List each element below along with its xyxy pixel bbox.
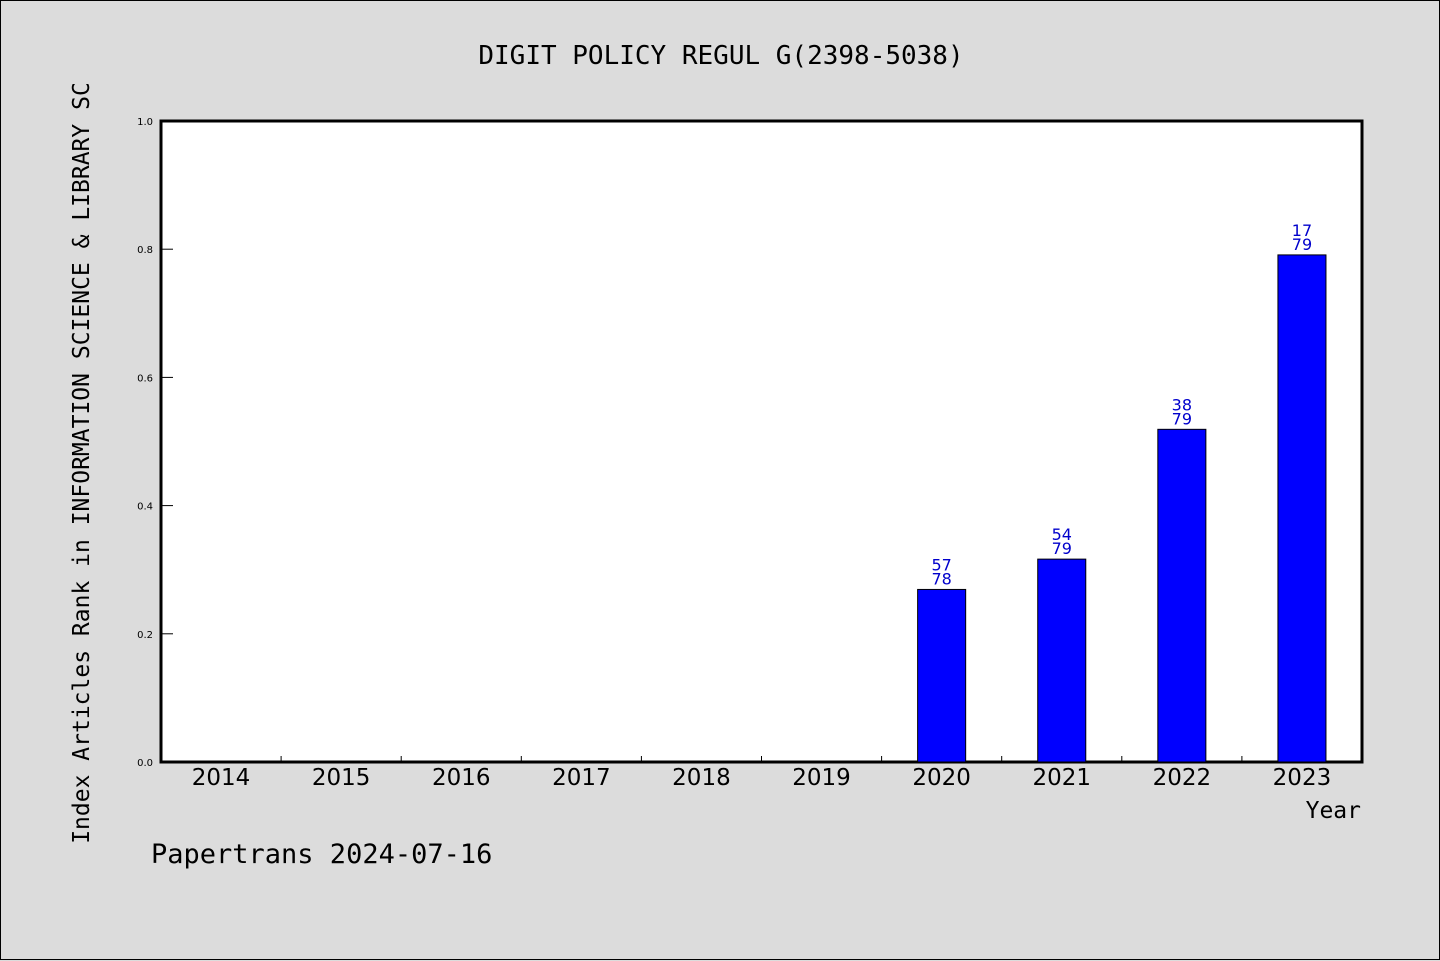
bars — [917, 254, 1327, 763]
data-label-rank: 54 — [1052, 525, 1072, 544]
x-tick-label: 2017 — [552, 765, 611, 791]
bar-2021 — [1037, 558, 1087, 763]
chart-title: DIGIT POLICY REGUL G(2398-5038) — [478, 41, 963, 71]
x-tick-label: 2022 — [1153, 765, 1212, 791]
bar-2023 — [1277, 254, 1327, 763]
x-tick-label: 2014 — [192, 765, 251, 791]
x-tick-label: 2020 — [912, 765, 971, 791]
x-tick-label: 2018 — [672, 765, 731, 791]
x-axis-label: Year — [1306, 798, 1361, 824]
x-tick-label: 2019 — [792, 765, 851, 791]
data-label-total: 78 — [931, 569, 951, 588]
data-label-rank: 57 — [931, 555, 951, 574]
x-tick-label: 2016 — [432, 765, 491, 791]
y-tick-label: 0.6 — [137, 373, 153, 384]
y-tick-label: 0.2 — [137, 630, 153, 641]
x-tick-label: 2015 — [312, 765, 371, 791]
x-axis-ticks: 2014 2015 2016 2017 2018 2019 2020 2021 2022 2023 — [192, 756, 1331, 791]
data-label-total: 79 — [1292, 235, 1312, 254]
y-tick-label: 0.0 — [137, 758, 153, 769]
y-tick-label: 0.4 — [137, 502, 153, 513]
y-tick-label: 1.0 — [137, 117, 153, 128]
x-tick-label: 2023 — [1273, 765, 1332, 791]
bar-2022 — [1157, 428, 1207, 763]
data-label-rank: 38 — [1172, 395, 1192, 414]
data-label-total: 79 — [1172, 409, 1192, 428]
bar-2020 — [917, 588, 967, 763]
data-label-total: 79 — [1052, 539, 1072, 558]
y-axis-ticks: 0.0 0.2 0.4 0.6 0.8 1.0 — [137, 117, 173, 769]
data-label-rank: 17 — [1292, 221, 1312, 240]
y-tick-label: 0.8 — [137, 245, 153, 256]
footer-credit: Papertrans 2024-07-16 — [151, 839, 492, 870]
x-tick-label: 2021 — [1032, 765, 1091, 791]
y-axis-label: Index Articles Rank in INFORMATION SCIEN… — [69, 82, 95, 844]
